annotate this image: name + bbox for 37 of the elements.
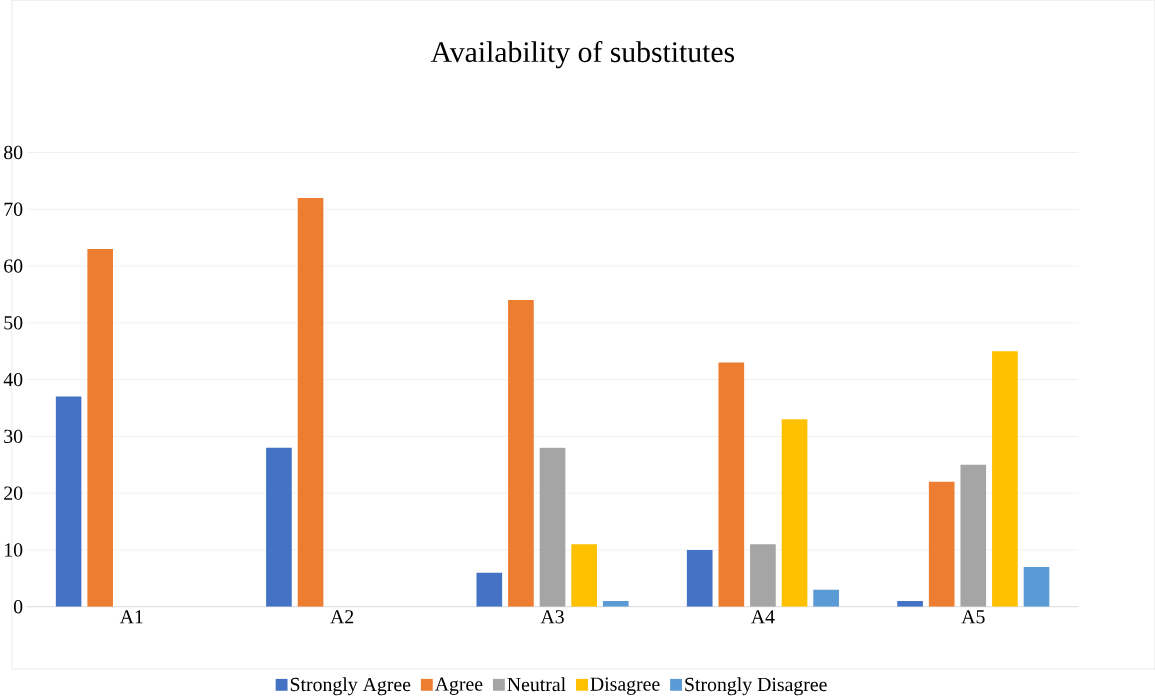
bar: [476, 572, 503, 607]
y-tick-label: 80: [4, 145, 23, 159]
bar: [718, 362, 745, 607]
y-tick-label: 30: [4, 429, 23, 443]
x-tick-label: A2: [330, 609, 354, 624]
bar: [928, 481, 955, 607]
legend-label: Neutral: [507, 677, 566, 691]
bar: [686, 549, 713, 607]
bar: [813, 589, 839, 607]
bar: [992, 351, 1018, 607]
x-tick-label: A3: [540, 609, 564, 624]
bar: [750, 544, 776, 607]
bar: [1023, 566, 1050, 607]
legend-label: Strongly Agree: [290, 677, 411, 696]
bar: [87, 248, 113, 607]
bar: [571, 544, 597, 607]
bar: [539, 447, 566, 607]
bar: [781, 419, 808, 607]
y-tick-label: 60: [4, 259, 23, 273]
y-tick-label: 20: [4, 486, 23, 500]
legend-label: Strongly Disagree: [685, 677, 827, 696]
legend-label: Disagree: [590, 677, 660, 695]
bar: [297, 197, 324, 607]
chart-title: Availability of substitutes: [430, 40, 735, 69]
bar: [960, 464, 987, 607]
y-tick-label: 70: [4, 202, 23, 216]
x-tick-label: A1: [119, 610, 143, 624]
y-tick-label: 0: [13, 599, 23, 614]
x-tick-label: A5: [961, 610, 985, 624]
y-tick-label: 40: [3, 372, 23, 387]
bar: [266, 447, 292, 607]
x-tick-label: A4: [751, 610, 775, 624]
legend-label: Agree: [434, 677, 483, 695]
y-tick-label: 10: [5, 543, 23, 557]
y-tick-label: 50: [4, 315, 23, 330]
bar: [508, 299, 534, 607]
bar: [55, 396, 82, 607]
